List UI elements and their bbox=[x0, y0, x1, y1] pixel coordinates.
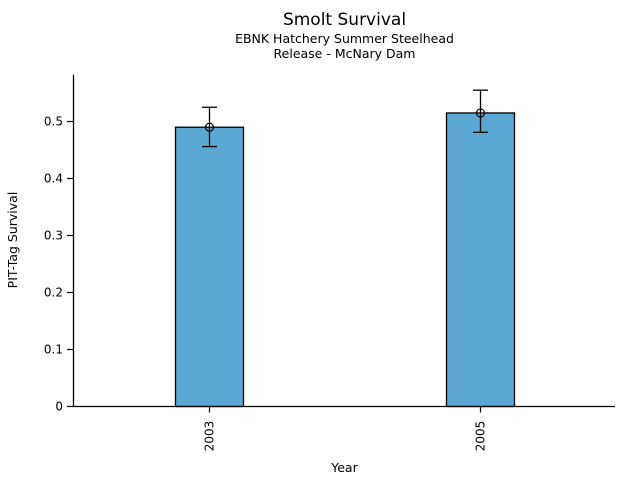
y-tick-label-0.5: 0.5 bbox=[44, 115, 63, 129]
x-tick-label-2003: 2003 bbox=[203, 421, 217, 452]
y-axis-label: PIT-Tag Survival bbox=[5, 191, 20, 289]
point-marker-2005 bbox=[475, 108, 486, 118]
x-tick-label-2005: 2005 bbox=[474, 421, 488, 452]
chart-subtitle-line1: EBNK Hatchery Summer Steelhead bbox=[235, 31, 454, 46]
y-tick-label-0.3: 0.3 bbox=[44, 229, 63, 243]
chart-subtitle-line2: Release - McNary Dam bbox=[273, 46, 416, 61]
point-marker-2003 bbox=[204, 122, 215, 132]
chart-title: Smolt Survival bbox=[282, 10, 407, 30]
y-tick-label-0.1: 0.1 bbox=[44, 343, 63, 357]
y-tick-label-0.4: 0.4 bbox=[44, 172, 63, 186]
y-tick-label-0.2: 0.2 bbox=[44, 286, 63, 300]
y-tick-label-0: 0 bbox=[55, 400, 63, 414]
bar-2005 bbox=[445, 112, 516, 408]
bar-2003 bbox=[174, 126, 245, 408]
x-axis-label: Year bbox=[331, 460, 358, 475]
